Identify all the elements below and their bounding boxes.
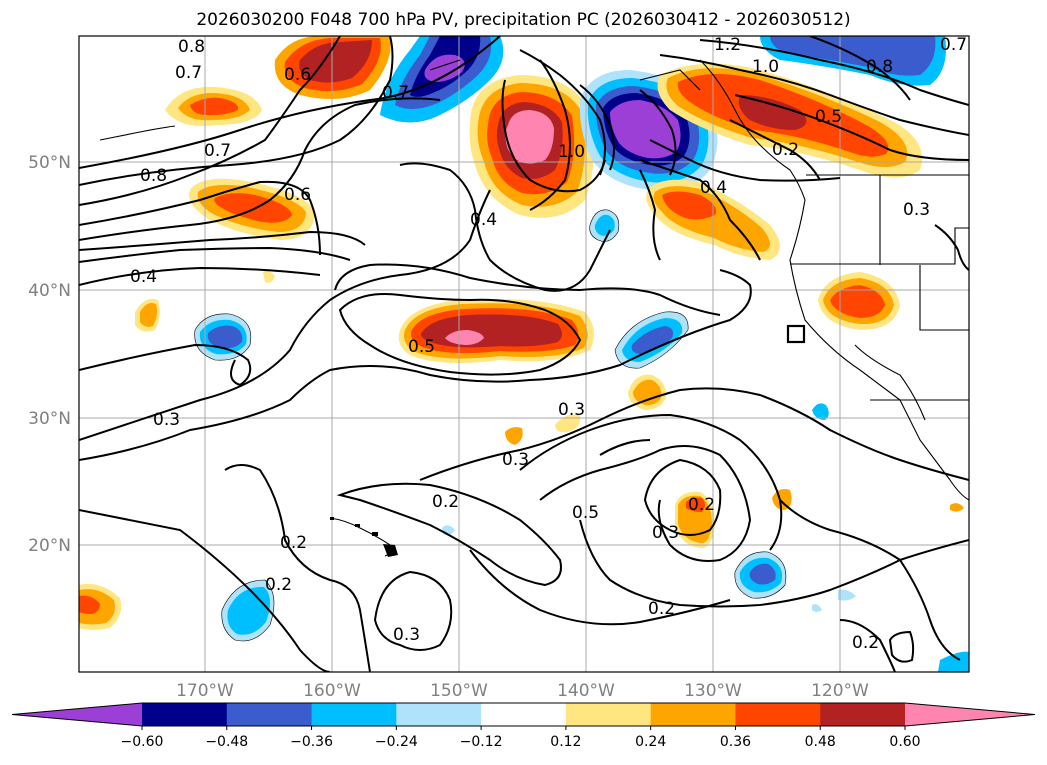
colorbar-segment	[565, 703, 652, 726]
contour-label: 0.4	[700, 178, 727, 198]
hawaii-islands	[330, 324, 806, 557]
colorbar-extend-low	[12, 703, 142, 726]
colorbar-tick-label: 0.12	[550, 734, 581, 750]
contour-label: 1.0	[558, 142, 585, 162]
contour-label: 0.5	[815, 107, 842, 127]
contour-label: 0.2	[265, 575, 292, 595]
lat-label-50n: 50°N	[28, 153, 71, 173]
contour-label: 0.3	[153, 410, 180, 430]
contour-label: 0.6	[284, 185, 311, 205]
colorbar-segment	[820, 703, 906, 726]
contour-label: 0.3	[393, 625, 420, 645]
contour-label: 0.7	[382, 83, 409, 103]
colorbar-extend-high	[905, 703, 1035, 726]
graticule	[79, 36, 969, 672]
lon-label-120w: 120°W	[811, 681, 869, 701]
contour-label: 1.2	[714, 35, 741, 55]
contour-label: 0.2	[852, 633, 879, 653]
precipitation-shading	[79, 36, 969, 672]
contour-label: 0.4	[130, 267, 157, 287]
pv-contours	[79, 36, 969, 672]
contour-label: 1.0	[752, 57, 779, 77]
colorbar-segment	[735, 703, 821, 726]
lon-label-170w: 170°W	[176, 681, 234, 701]
contour-label: 0.5	[572, 503, 599, 523]
contour-label: 0.8	[140, 166, 167, 186]
contour-label: 0.6	[284, 65, 311, 85]
colorbar-tick-label: −0.48	[205, 734, 248, 750]
contour-label: 0.3	[903, 200, 930, 220]
contour-label: 0.7	[940, 35, 967, 55]
contour-label: 0.2	[648, 599, 675, 619]
lat-label-40n: 40°N	[28, 281, 71, 301]
map-title: 2026030200 F048 700 hPa PV, precipitatio…	[196, 10, 851, 30]
colorbar-segment	[396, 703, 482, 726]
lon-label-160w: 160°W	[303, 681, 361, 701]
colorbar-segment	[226, 703, 313, 726]
colorbar-tick-label: 0.36	[720, 734, 751, 750]
contour-label: 0.7	[204, 141, 231, 161]
contour-label: 0.4	[470, 210, 497, 230]
contour-label: 0.8	[178, 37, 205, 57]
contour-label: 0.7	[175, 63, 202, 83]
colorbar-tick-label: −0.24	[375, 734, 418, 750]
map-border	[78, 35, 970, 673]
colorbar-segment	[142, 703, 228, 726]
contour-label: 0.2	[432, 492, 459, 512]
contour-label: 0.2	[688, 495, 715, 515]
contour-label: 0.3	[502, 450, 529, 470]
lon-label-130w: 130°W	[684, 681, 742, 701]
lat-label-30n: 30°N	[28, 409, 71, 429]
contour-label: 0.8	[866, 57, 893, 77]
colorbar-segment	[481, 703, 567, 726]
colorbar-tick-label: −0.60	[121, 734, 164, 750]
colorbar-tick-label: −0.36	[290, 734, 333, 750]
lon-label-140w: 140°W	[557, 681, 615, 701]
contour-label: 0.5	[408, 337, 435, 357]
colorbar-tick-label: −0.12	[460, 734, 503, 750]
contour-label-group: 0.8 0.7 0.6 0.7 1.2 1.0 0.8 0.7 0.5 0.7 …	[130, 35, 967, 653]
contour-label: 0.3	[558, 400, 585, 420]
colorbar-segment	[650, 703, 736, 726]
contour-label: 0.2	[280, 533, 307, 553]
colorbar-tick-label: 0.60	[889, 734, 920, 750]
colorbar-segment	[311, 703, 397, 726]
lon-label-150w: 150°W	[430, 681, 488, 701]
contour-label: 0.3	[652, 523, 679, 543]
shading-outlines	[194, 209, 787, 642]
colorbar-tick-label: 0.48	[805, 734, 836, 750]
lat-label-20n: 20°N	[28, 536, 71, 556]
colorbar-tick-label: 0.24	[635, 734, 666, 750]
colorbar: −0.60 −0.48 −0.36 −0.24 −0.12 0.12 0.24 0.36 0.4…	[11, 702, 1036, 750]
contour-label: 0.2	[772, 140, 799, 160]
